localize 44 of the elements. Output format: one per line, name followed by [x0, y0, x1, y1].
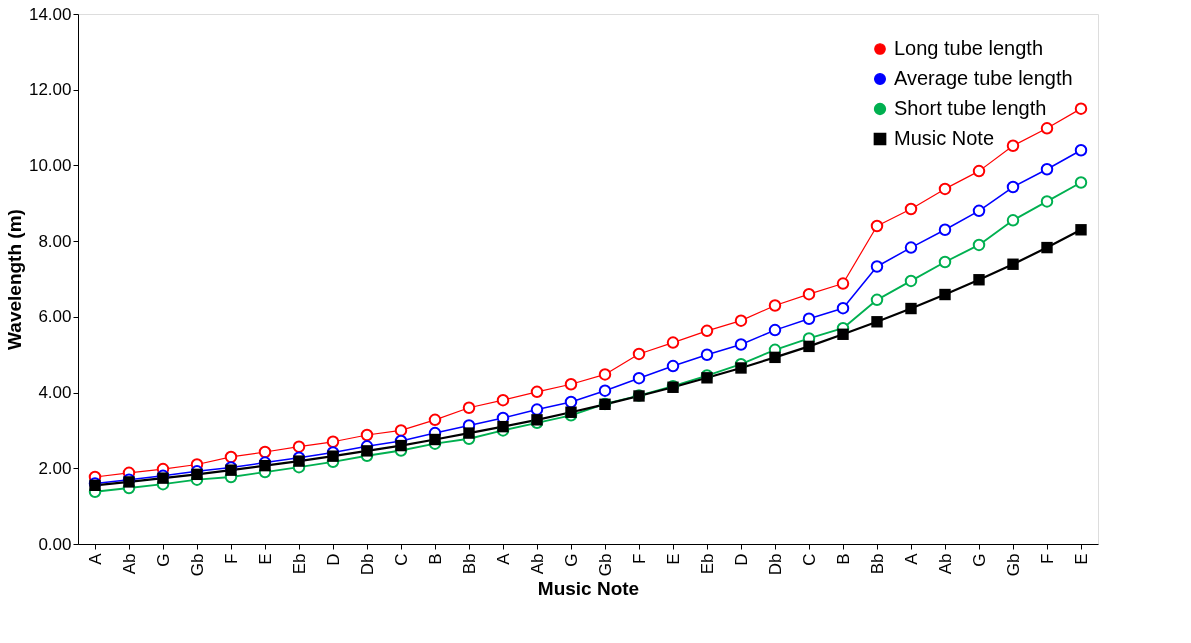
x-tick-label: Eb — [697, 553, 717, 575]
x-tick-label: G — [969, 553, 989, 567]
x-tick-label: Ab — [935, 553, 955, 575]
x-tick-label: Eb — [289, 553, 309, 575]
legend-label: Music Note — [894, 127, 995, 149]
x-tick-label: Gb — [187, 553, 207, 577]
y-tick-label: 10.00 — [28, 155, 72, 175]
x-tick-label: D — [731, 553, 751, 566]
x-tick-label: B — [425, 553, 445, 565]
x-tick-label: A — [85, 552, 105, 565]
legend-label: Short tube length — [894, 97, 1047, 119]
x-tick-label: Ab — [527, 553, 547, 575]
x-tick-label: F — [221, 553, 241, 564]
y-axis-title: Wavelength (m) — [3, 209, 25, 350]
y-tick-label: 12.00 — [28, 80, 72, 100]
y-tick-label: 2.00 — [38, 458, 72, 478]
x-tick-label: E — [663, 553, 683, 565]
x-tick-label: Gb — [595, 553, 615, 577]
x-tick-label: Db — [357, 553, 377, 576]
x-tick-label: A — [901, 552, 921, 565]
x-tick-label: Db — [765, 553, 785, 576]
y-tick-label: 14.00 — [28, 4, 72, 24]
legend-label: Long tube length — [894, 37, 1044, 59]
y-tick-label: 6.00 — [38, 307, 72, 327]
legend-label: Average tube length — [894, 67, 1073, 89]
x-tick-label: G — [561, 553, 581, 567]
x-axis-title: Music Note — [537, 578, 640, 600]
x-tick-label: C — [799, 553, 819, 566]
x-tick-label: G — [153, 553, 173, 567]
x-tick-label: F — [1037, 553, 1057, 564]
x-tick-label: E — [255, 553, 275, 565]
y-tick-label: 4.00 — [38, 383, 72, 403]
x-tick-label: A — [493, 552, 513, 565]
x-tick-label: F — [629, 553, 649, 564]
x-tick-label: Ab — [119, 553, 139, 575]
y-tick-label: 0.00 — [38, 534, 72, 554]
x-tick-label: Gb — [1003, 553, 1023, 577]
x-tick-label: E — [1071, 553, 1091, 565]
y-tick-label: 8.00 — [38, 231, 72, 251]
x-tick-label: Bb — [459, 553, 479, 575]
x-tick-label: B — [833, 553, 853, 565]
x-tick-label: D — [323, 553, 343, 566]
x-tick-label: C — [391, 553, 411, 566]
x-tick-label: Bb — [867, 553, 887, 575]
